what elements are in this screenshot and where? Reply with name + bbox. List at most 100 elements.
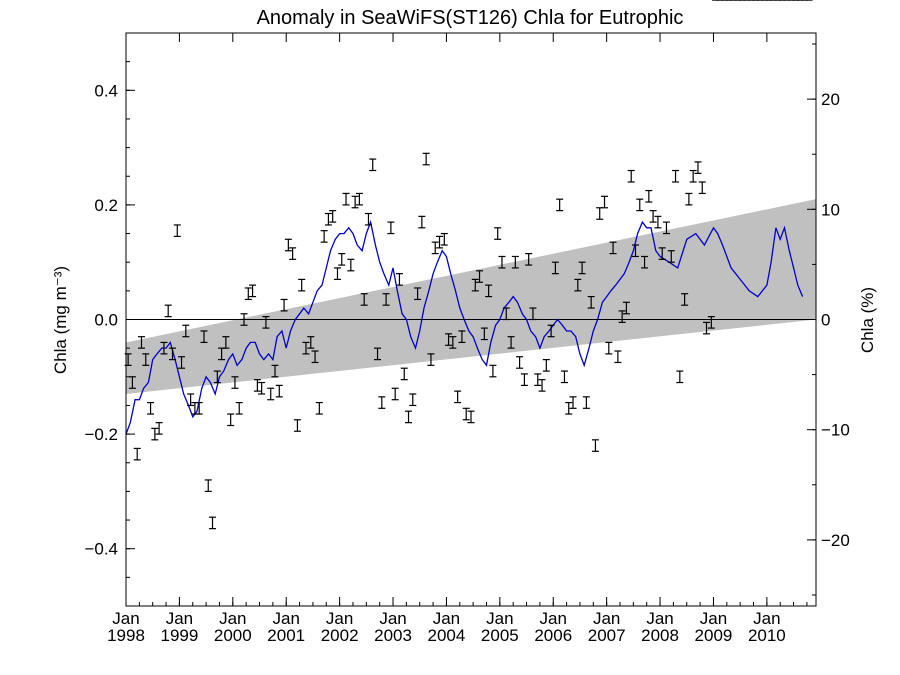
data-point (547, 324, 555, 338)
y-axis-right-label: Chla (%) (858, 287, 877, 353)
data-point (431, 241, 439, 255)
data-point (414, 287, 422, 301)
data-point (516, 356, 524, 369)
data-point (374, 347, 382, 361)
data-point (658, 247, 666, 260)
data-point (462, 407, 470, 421)
data-point (618, 310, 626, 323)
data-point (471, 278, 479, 292)
data-point (538, 379, 546, 392)
x-tick-month-label: Jan (700, 609, 727, 628)
y-axis-left-label: Chla (mg m⁻³) (51, 266, 70, 374)
data-point (271, 364, 279, 378)
data-point (601, 195, 609, 209)
data-point (147, 401, 155, 415)
x-tick-month-label: Jan (273, 609, 300, 628)
x-tick-month-label: Jan (540, 609, 567, 628)
y-right-tick-label: 0 (821, 311, 830, 330)
data-point (249, 284, 257, 298)
data-point (689, 169, 697, 183)
data-point (476, 270, 484, 283)
data-point (605, 341, 613, 355)
x-tick-month-label: Jan (219, 609, 246, 628)
x-tick-year-label: 1999 (160, 626, 198, 645)
data-point (324, 212, 332, 226)
data-point (698, 181, 706, 195)
data-point (614, 350, 622, 364)
data-point (645, 189, 653, 203)
x-tick-year-label: 2002 (321, 626, 359, 645)
y-left-tick-label: 0.0 (94, 311, 118, 330)
data-point (707, 316, 715, 329)
trend-band-layer (126, 199, 816, 394)
data-point (551, 261, 559, 275)
data-point (560, 370, 568, 384)
x-tick-year-label: 2010 (748, 626, 786, 645)
points-layer (124, 0, 813, 530)
data-point (369, 158, 377, 172)
x-tick-month-label: Jan (593, 609, 620, 628)
x-tick-year-label: 2004 (428, 626, 466, 645)
data-point (178, 356, 186, 369)
data-point (275, 384, 283, 398)
data-point (231, 376, 239, 389)
chart-title: Anomaly in SeaWiFS(ST126) Chla for Eutro… (257, 7, 684, 29)
data-point (364, 212, 372, 226)
data-point (662, 221, 670, 235)
data-point (449, 336, 457, 349)
data-point (542, 359, 550, 372)
data-point (280, 298, 288, 312)
data-point (485, 284, 493, 298)
x-tick-month-label: Jan (166, 609, 193, 628)
data-point (507, 336, 515, 349)
data-point (244, 287, 252, 301)
y-right-tick-label: −20 (821, 531, 850, 550)
x-tick-month-label: Jan (486, 609, 513, 628)
data-point (235, 401, 243, 415)
data-point (502, 307, 510, 321)
data-point (556, 198, 564, 212)
data-point (641, 255, 649, 269)
data-point (360, 293, 368, 306)
data-point (391, 387, 399, 401)
data-point (222, 336, 230, 349)
data-point (489, 364, 497, 378)
y-left-tick-label: 0.4 (94, 81, 118, 100)
data-point (173, 224, 181, 238)
x-tick-year-label: 2000 (214, 626, 252, 645)
data-point (422, 152, 430, 166)
data-point (240, 313, 248, 326)
x-tick-year-label: 2003 (374, 626, 412, 645)
x-tick-month-label: Jan (379, 609, 406, 628)
data-point (182, 324, 190, 338)
data-point (636, 198, 644, 212)
data-point (703, 321, 711, 335)
data-point (631, 244, 639, 258)
data-point (649, 210, 657, 223)
x-tick-month-label: Jan (433, 609, 460, 628)
data-point (200, 330, 208, 344)
x-tick-year-label: 2005 (481, 626, 519, 645)
y-left-tick-label: 0.2 (94, 196, 118, 215)
y-right-tick-label: 20 (821, 90, 840, 109)
data-point (262, 316, 270, 329)
x-tick-month-label: Jan (753, 609, 780, 628)
data-point (213, 370, 221, 384)
x-tick-month-label: Jan (646, 609, 673, 628)
x-tick-year-label: 2006 (534, 626, 572, 645)
data-point (440, 232, 448, 246)
x-tick-month-label: Jan (326, 609, 353, 628)
data-point (574, 278, 582, 292)
data-point (142, 353, 150, 366)
data-point (378, 396, 386, 409)
data-point (685, 192, 693, 206)
data-point (128, 376, 136, 389)
data-point (395, 273, 403, 286)
data-point (151, 427, 159, 441)
data-point (227, 413, 235, 427)
x-tick-year-label: 2007 (588, 626, 626, 645)
data-point (298, 278, 306, 292)
x-tick-year-label: 1998 (107, 626, 145, 645)
trend-band (126, 199, 816, 394)
data-point (195, 401, 203, 415)
